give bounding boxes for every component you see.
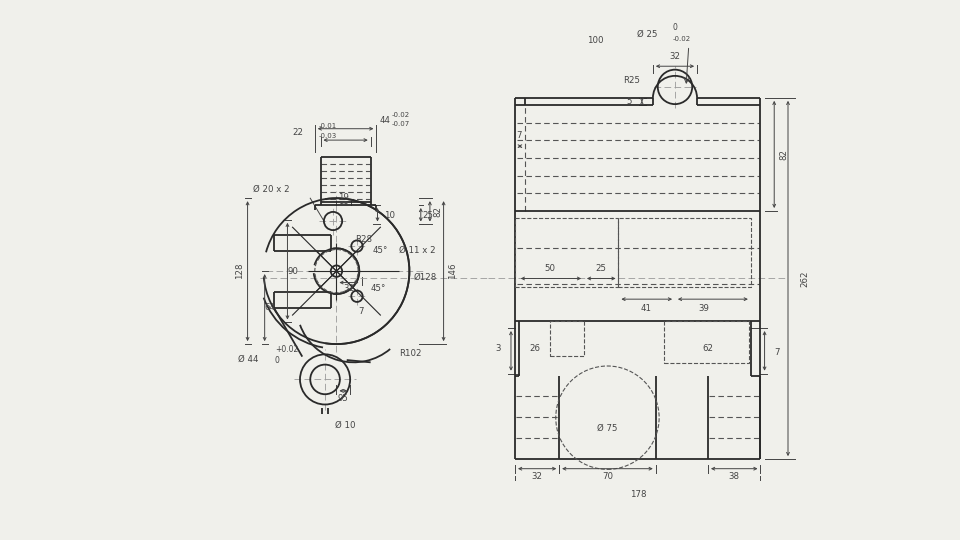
Text: 10: 10 bbox=[384, 211, 396, 220]
Text: 7: 7 bbox=[774, 348, 780, 357]
Text: 39: 39 bbox=[699, 305, 709, 313]
Text: Ø128: Ø128 bbox=[414, 272, 437, 281]
Text: Ø 44: Ø 44 bbox=[238, 354, 259, 363]
Text: 41: 41 bbox=[640, 305, 652, 313]
Text: 26: 26 bbox=[529, 345, 540, 353]
Text: 45°: 45° bbox=[372, 246, 388, 255]
Text: R28: R28 bbox=[354, 235, 372, 244]
Text: 64: 64 bbox=[265, 303, 276, 312]
Text: -0.02: -0.02 bbox=[672, 36, 690, 42]
Text: -0.02: -0.02 bbox=[391, 112, 409, 118]
Text: Ø 75: Ø 75 bbox=[597, 424, 617, 433]
Bar bbox=[664, 321, 750, 362]
Bar bbox=[549, 321, 584, 356]
Text: 95: 95 bbox=[338, 394, 348, 403]
Text: 100: 100 bbox=[587, 36, 603, 44]
Text: 262: 262 bbox=[800, 270, 809, 287]
Bar bbox=[618, 218, 751, 287]
Text: 0: 0 bbox=[275, 355, 279, 364]
Text: 62: 62 bbox=[703, 345, 713, 353]
Text: 32: 32 bbox=[344, 284, 354, 293]
Text: 7: 7 bbox=[516, 131, 522, 140]
Text: 7: 7 bbox=[359, 307, 364, 315]
Text: +0.02: +0.02 bbox=[275, 345, 299, 354]
Text: 45°: 45° bbox=[371, 284, 386, 293]
Text: Ø 10: Ø 10 bbox=[335, 421, 356, 429]
Text: Ø 20 x 2: Ø 20 x 2 bbox=[253, 185, 290, 194]
Text: 25: 25 bbox=[422, 211, 433, 220]
Text: -0.01: -0.01 bbox=[318, 124, 336, 130]
Text: 25: 25 bbox=[595, 265, 606, 273]
Text: Ø 25: Ø 25 bbox=[637, 30, 658, 39]
Text: 146: 146 bbox=[448, 263, 457, 279]
Text: R102: R102 bbox=[399, 349, 421, 357]
Text: 32: 32 bbox=[669, 52, 681, 61]
Text: 82: 82 bbox=[433, 206, 443, 217]
Text: 22: 22 bbox=[293, 127, 303, 137]
Text: -0.07: -0.07 bbox=[391, 121, 409, 127]
Text: 5: 5 bbox=[627, 97, 633, 106]
Text: R25: R25 bbox=[624, 76, 640, 85]
Text: 90: 90 bbox=[288, 267, 299, 275]
Text: Ø 11 x 2: Ø 11 x 2 bbox=[399, 246, 436, 255]
Text: 128: 128 bbox=[235, 263, 244, 279]
Text: 0: 0 bbox=[672, 23, 677, 32]
Text: 50: 50 bbox=[544, 265, 555, 273]
Text: 44: 44 bbox=[380, 116, 391, 125]
Text: 38: 38 bbox=[729, 472, 740, 482]
Text: -0.03: -0.03 bbox=[318, 132, 336, 139]
Text: 178: 178 bbox=[630, 490, 646, 500]
Text: 82: 82 bbox=[780, 149, 788, 160]
Text: 3: 3 bbox=[495, 345, 501, 353]
Text: 19: 19 bbox=[338, 193, 348, 201]
Bar bbox=[516, 218, 618, 287]
Text: 32: 32 bbox=[532, 472, 542, 482]
Text: 70: 70 bbox=[602, 472, 612, 482]
